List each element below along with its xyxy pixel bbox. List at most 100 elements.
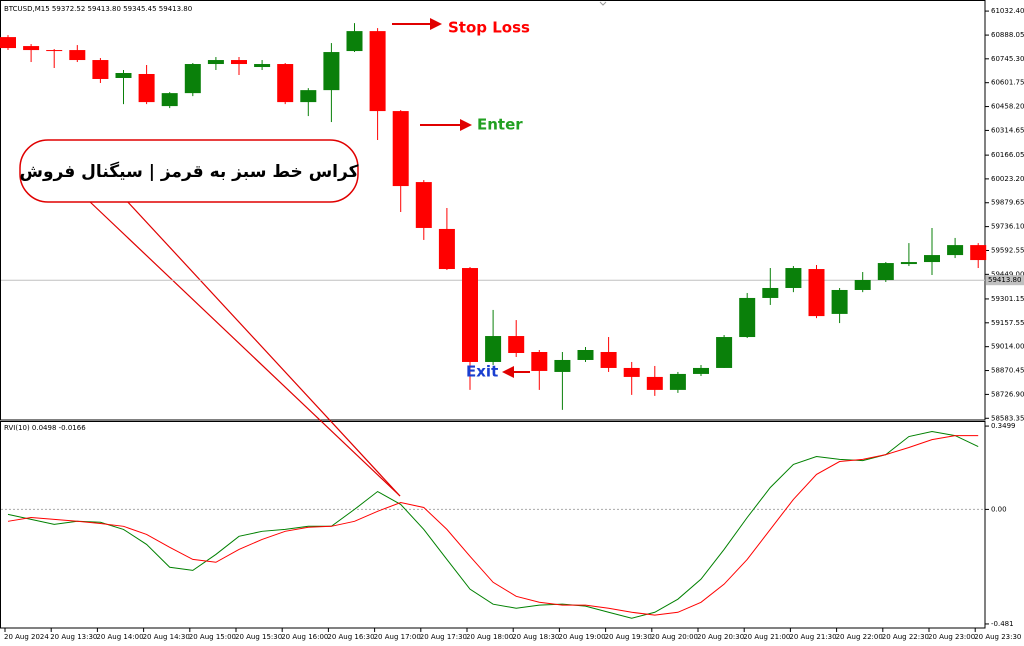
x-tick-label: 20 Aug 20:00 <box>651 633 698 641</box>
y-tick-label: 59449.00 <box>991 270 1024 278</box>
candle-body <box>669 373 686 390</box>
y-tick-label: 58870.45 <box>991 367 1024 375</box>
x-tick-label: 20 Aug 23:00 <box>928 633 975 641</box>
candle-body <box>115 73 132 78</box>
current-price-label: 59413.80 <box>988 276 1021 284</box>
x-tick-label: 20 Aug 21:30 <box>789 633 836 641</box>
y-tick-label: 58583.35 <box>991 414 1024 422</box>
y-tick-label: 59157.55 <box>991 319 1024 327</box>
x-tick-label: 20 Aug 17:00 <box>374 633 421 641</box>
candle-body <box>947 245 964 256</box>
candle-body <box>623 367 640 377</box>
x-tick-label: 20 Aug 14:00 <box>96 633 143 641</box>
y-tick-label: 59301.15 <box>991 295 1024 303</box>
candle-body <box>184 64 201 94</box>
annotation: Stop Loss <box>448 19 530 37</box>
scroll-marker <box>599 1 607 6</box>
candle-body <box>92 60 109 79</box>
y-tick-label: 60023.20 <box>991 175 1024 183</box>
candle-body <box>277 64 294 103</box>
x-tick-label: 20 Aug 2024 <box>4 633 49 641</box>
annotation: Exit <box>466 363 498 381</box>
candle-body <box>877 263 894 281</box>
candle-body <box>138 73 155 103</box>
y-tick-label: 59879.65 <box>991 199 1024 207</box>
callout-pointer <box>125 199 401 497</box>
candle-body <box>785 268 802 288</box>
candle-body <box>716 337 733 368</box>
y-tick-label: 60166.05 <box>991 151 1024 159</box>
x-tick-label: 20 Aug 17:30 <box>420 633 467 641</box>
y-tick-label: 60458.20 <box>991 103 1024 111</box>
candle-body <box>600 351 617 368</box>
candle-body <box>161 93 178 107</box>
indicator-title: RVI(10) 0.0498 -0.0166 <box>4 424 86 432</box>
y-tick-label: 60745.30 <box>991 55 1024 63</box>
candle-body <box>577 350 594 360</box>
x-tick-label: 20 Aug 20:30 <box>697 633 744 641</box>
y-tick-label: -0.481 <box>991 620 1014 628</box>
candle-body <box>69 50 86 61</box>
candle-body <box>924 255 940 263</box>
y-tick-label: 0.3499 <box>991 422 1016 430</box>
x-tick-label: 20 Aug 19:30 <box>605 633 652 641</box>
x-tick-label: 20 Aug 16:30 <box>327 633 374 641</box>
candle-body <box>254 64 271 68</box>
candle-body <box>369 31 386 112</box>
x-tick-label: 20 Aug 13:30 <box>50 633 97 641</box>
x-tick-label: 20 Aug 21:00 <box>743 633 790 641</box>
current-price-box <box>986 275 1024 286</box>
candle-body <box>300 90 317 103</box>
candle-body <box>0 37 16 49</box>
candle-body <box>554 359 571 372</box>
candle-body <box>392 111 409 187</box>
indicator-line <box>7 431 979 619</box>
callout-text: کراس خط سبز به قرمز | سیگنال فروش <box>20 161 359 182</box>
candle-body <box>739 297 756 338</box>
y-tick-label: 0.00 <box>991 505 1007 513</box>
callout-box <box>19 139 359 203</box>
x-tick-label: 20 Aug 19:00 <box>558 633 605 641</box>
candle-body <box>762 287 779 298</box>
indicator-line <box>7 435 979 616</box>
candle-body <box>485 336 502 362</box>
y-tick-label: 60888.05 <box>991 31 1024 39</box>
y-tick-label: 60601.75 <box>991 79 1024 87</box>
x-tick-label: 20 Aug 15:30 <box>235 633 282 641</box>
candle-body <box>207 60 224 65</box>
candle-body <box>23 46 40 51</box>
candle-body <box>231 60 247 65</box>
y-tick-label: 60314.65 <box>991 126 1024 134</box>
indicator-panel <box>0 421 986 629</box>
candle-body <box>415 182 432 228</box>
y-tick-label: 59592.55 <box>991 246 1024 254</box>
x-tick-label: 20 Aug 14:30 <box>143 633 190 641</box>
candle-body <box>438 228 455 270</box>
y-tick-label: 59736.10 <box>991 223 1024 231</box>
candle-body <box>970 245 987 261</box>
candle-body <box>693 367 709 374</box>
candle-body <box>900 262 917 265</box>
x-tick-label: 20 Aug 23:30 <box>974 633 1021 641</box>
annotation: Enter <box>477 116 523 134</box>
y-tick-label: 58726.90 <box>991 390 1024 398</box>
x-tick-label: 20 Aug 16:00 <box>281 633 328 641</box>
chart-title: BTCUSD,M15 59372.52 59413.80 59345.45 59… <box>4 5 192 13</box>
x-tick-label: 20 Aug 22:30 <box>882 633 929 641</box>
x-tick-label: 20 Aug 18:00 <box>466 633 513 641</box>
x-tick-label: 20 Aug 22:00 <box>836 633 883 641</box>
candle-body <box>808 269 825 317</box>
candle-body <box>323 52 340 91</box>
y-tick-label: 61032.40 <box>991 7 1024 15</box>
candle-body <box>831 289 848 314</box>
candle-body <box>346 31 363 52</box>
x-tick-label: 20 Aug 18:30 <box>512 633 559 641</box>
callout-pointer <box>87 199 401 497</box>
candle-body <box>646 376 663 390</box>
candle-body <box>531 351 548 371</box>
candle-body <box>854 280 871 290</box>
callout: کراس خط سبز به قرمز | سیگنال فروش <box>19 139 401 497</box>
y-tick-label: 59014.00 <box>991 343 1024 351</box>
x-tick-label: 20 Aug 15:00 <box>189 633 236 641</box>
